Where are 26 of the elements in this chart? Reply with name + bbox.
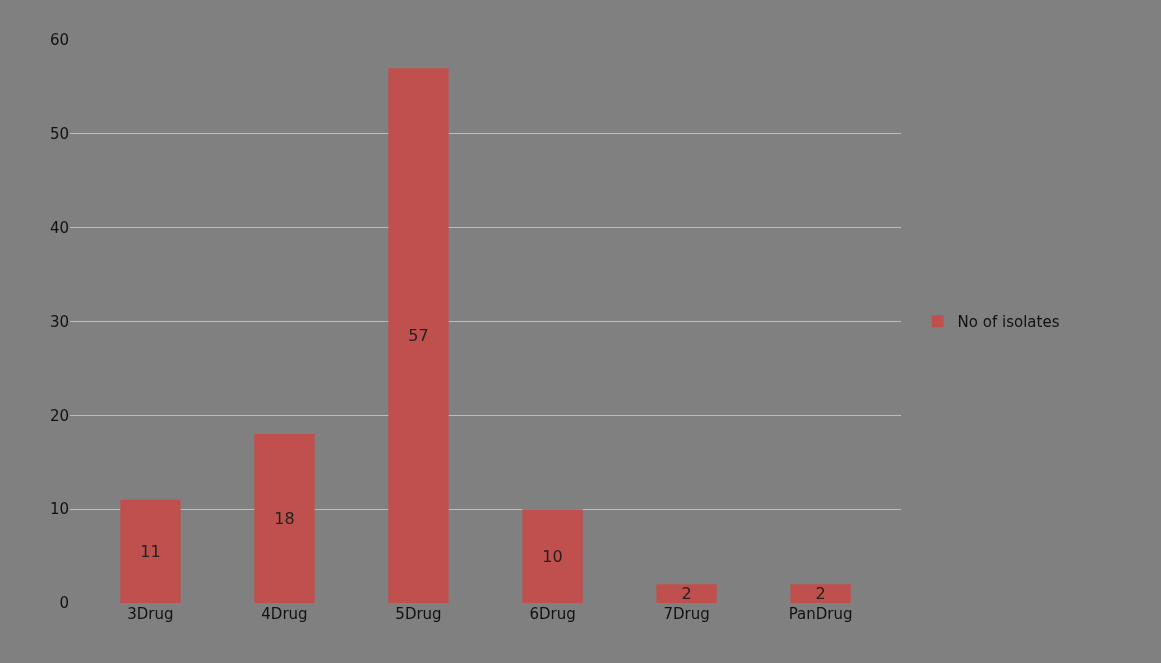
data-label: 2 — [681, 584, 692, 604]
data-label: 2 — [815, 584, 826, 604]
data-label: 57 — [408, 326, 429, 346]
bar — [254, 434, 315, 603]
legend-label: No of isolates — [957, 313, 1060, 332]
y-tick-label: 50 — [49, 125, 69, 144]
bar — [388, 68, 449, 603]
data-label: 11 — [140, 541, 161, 561]
x-tick-label: 4Drug — [261, 605, 308, 623]
y-tick-label: 20 — [49, 406, 69, 425]
y-tick-label: 10 — [49, 500, 69, 519]
y-tick-label: 0 — [59, 594, 69, 613]
y-tick-label: 30 — [49, 312, 69, 331]
y-tick-label: 60 — [49, 31, 69, 50]
x-tick-label: PanDrug — [788, 605, 853, 623]
x-tick-label: 6Drug — [529, 605, 576, 623]
x-tick-label: 5Drug — [395, 605, 442, 623]
data-label: 18 — [274, 509, 295, 529]
bar — [790, 584, 851, 603]
x-tick-label: 7Drug — [663, 605, 710, 623]
bar — [522, 509, 583, 603]
bar — [656, 584, 717, 603]
y-tick-label: 40 — [49, 218, 69, 237]
data-label: 10 — [542, 546, 563, 566]
x-tick-label: 3Drug — [127, 605, 174, 623]
bar — [120, 499, 181, 603]
